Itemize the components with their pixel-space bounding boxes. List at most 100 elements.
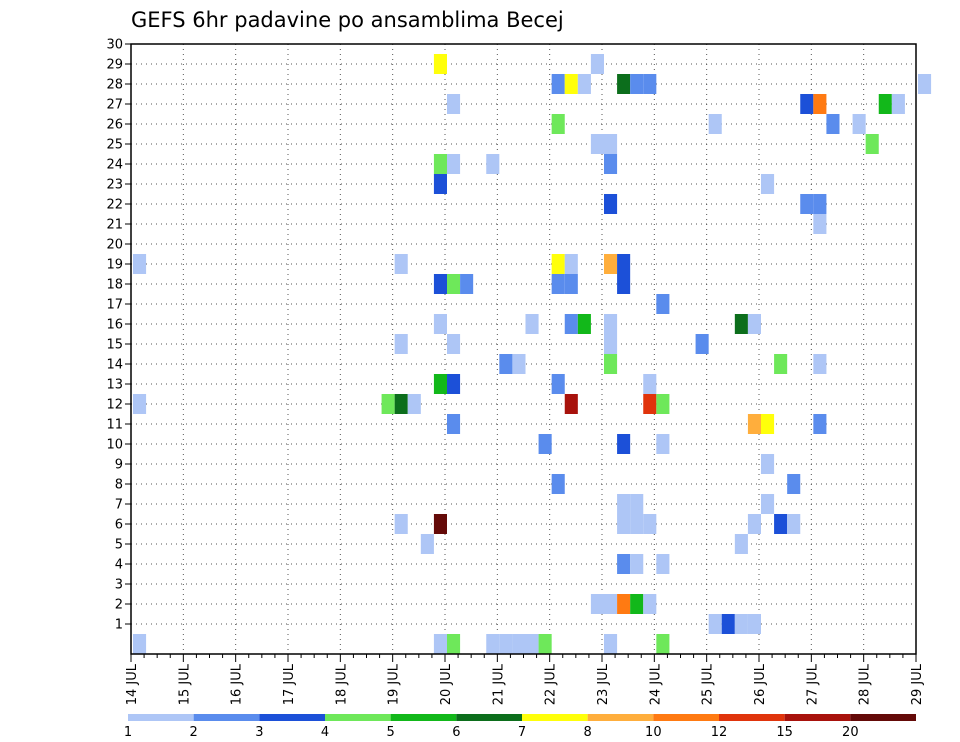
heatmap-cell	[747, 614, 761, 634]
heatmap-cell	[394, 514, 408, 534]
heatmap-cell	[617, 274, 631, 294]
y-tick-label: 15	[106, 338, 123, 353]
heatmap-cell	[604, 354, 618, 374]
heatmap-cell	[564, 274, 578, 294]
heatmap-cell	[734, 534, 748, 554]
y-tick-label: 22	[106, 198, 123, 213]
x-tick-label: 22 JUL	[544, 663, 559, 705]
y-tick-label: 23	[106, 178, 123, 193]
x-tick-label: 29 JUL	[910, 663, 925, 705]
color-legend: 1 2 3 4 5 6 7 8 10 12 15 20	[124, 714, 916, 740]
heatmap-cell	[643, 394, 657, 414]
heatmap-cell	[564, 74, 578, 94]
legend-swatch	[325, 714, 391, 721]
y-tick-label: 1	[115, 618, 123, 633]
x-tick-label: 23 JUL	[596, 663, 611, 705]
heatmap-cell	[813, 214, 827, 234]
legend-label: 3	[255, 725, 263, 740]
heatmap-cell	[604, 314, 618, 334]
grid-lines	[131, 43, 916, 654]
heatmap-cell	[564, 254, 578, 274]
heatmap-cell	[604, 194, 618, 214]
heatmap-cell	[630, 494, 644, 514]
heatmap-cell	[433, 634, 447, 654]
heatmap-cell	[800, 194, 814, 214]
heatmap-cell	[590, 134, 604, 154]
legend-label: 6	[452, 725, 460, 740]
heatmap-cell	[564, 394, 578, 414]
heatmap-cell	[747, 414, 761, 434]
y-tick-label: 25	[106, 138, 123, 153]
heatmap-cell	[617, 74, 631, 94]
heatmap-cell	[774, 514, 788, 534]
heatmap-cell	[643, 514, 657, 534]
legend-label: 4	[321, 725, 329, 740]
heatmap-cell	[577, 314, 591, 334]
heatmap-cell	[394, 394, 408, 414]
y-tick-label: 26	[106, 118, 123, 133]
heatmap-cell	[590, 594, 604, 614]
heatmap-cell	[551, 114, 565, 134]
heatmap-cell	[133, 634, 147, 654]
heatmap-cell	[551, 474, 565, 494]
heatmap-cell	[433, 314, 447, 334]
heatmap-cell	[643, 74, 657, 94]
heatmap-cell	[486, 634, 500, 654]
y-tick-label: 14	[106, 358, 123, 373]
legend-label: 15	[776, 725, 793, 740]
heatmap-cell	[133, 254, 147, 274]
y-tick-label: 27	[106, 98, 123, 113]
heatmap-cell	[761, 414, 775, 434]
heatmap-cell	[604, 254, 618, 274]
heatmap-cell	[551, 74, 565, 94]
heatmap-cell	[813, 414, 827, 434]
heatmap-cell	[852, 114, 866, 134]
heatmap-cell	[551, 374, 565, 394]
heatmap-cell	[761, 454, 775, 474]
x-tick-label: 15 JUL	[177, 663, 192, 705]
heatmap-cell	[447, 94, 461, 114]
heatmap-cell	[551, 274, 565, 294]
legend-label: 2	[190, 725, 198, 740]
heatmap-cell	[630, 554, 644, 574]
y-tick-label: 8	[115, 478, 123, 493]
y-tick-label: 7	[115, 498, 123, 513]
heatmap-cell	[447, 154, 461, 174]
y-tick-label: 3	[115, 578, 123, 593]
y-tick-label: 16	[106, 318, 123, 333]
heatmap-cell	[761, 174, 775, 194]
y-tick-label: 29	[106, 58, 123, 73]
x-tick-label: 28 JUL	[858, 663, 873, 705]
x-tick-label: 25 JUL	[701, 663, 716, 705]
heatmap-cell	[460, 274, 474, 294]
heatmap-cell	[708, 114, 722, 134]
heatmap-cell	[656, 634, 670, 654]
heatmap-cell	[551, 254, 565, 274]
chart-title: GEFS 6hr padavine po ansamblima Becej	[131, 8, 564, 32]
x-tick-label: 14 JUL	[125, 663, 140, 705]
heatmap-cell	[787, 474, 801, 494]
heatmap-cell	[721, 614, 735, 634]
heatmap-cell	[617, 594, 631, 614]
heatmap-cell	[774, 354, 788, 374]
heatmap-cell	[813, 94, 827, 114]
heatmap-cell	[734, 614, 748, 634]
heatmap-cell	[643, 594, 657, 614]
y-tick-label: 21	[106, 218, 123, 233]
heatmap-cell	[878, 94, 892, 114]
heatmap-cell	[747, 314, 761, 334]
heatmap-cell	[394, 334, 408, 354]
heatmap-cell	[891, 94, 905, 114]
heatmap-cell	[447, 414, 461, 434]
heatmap-cell	[447, 274, 461, 294]
y-axis: 1234567891011121314151617181920212223242…	[106, 38, 131, 633]
heatmap-cell	[604, 334, 618, 354]
heatmap-cell	[734, 314, 748, 334]
heatmap-cell	[643, 374, 657, 394]
legend-swatch	[128, 714, 194, 721]
heatmap-cell	[800, 94, 814, 114]
heatmap-cell	[512, 354, 526, 374]
heatmap-cell	[747, 514, 761, 534]
